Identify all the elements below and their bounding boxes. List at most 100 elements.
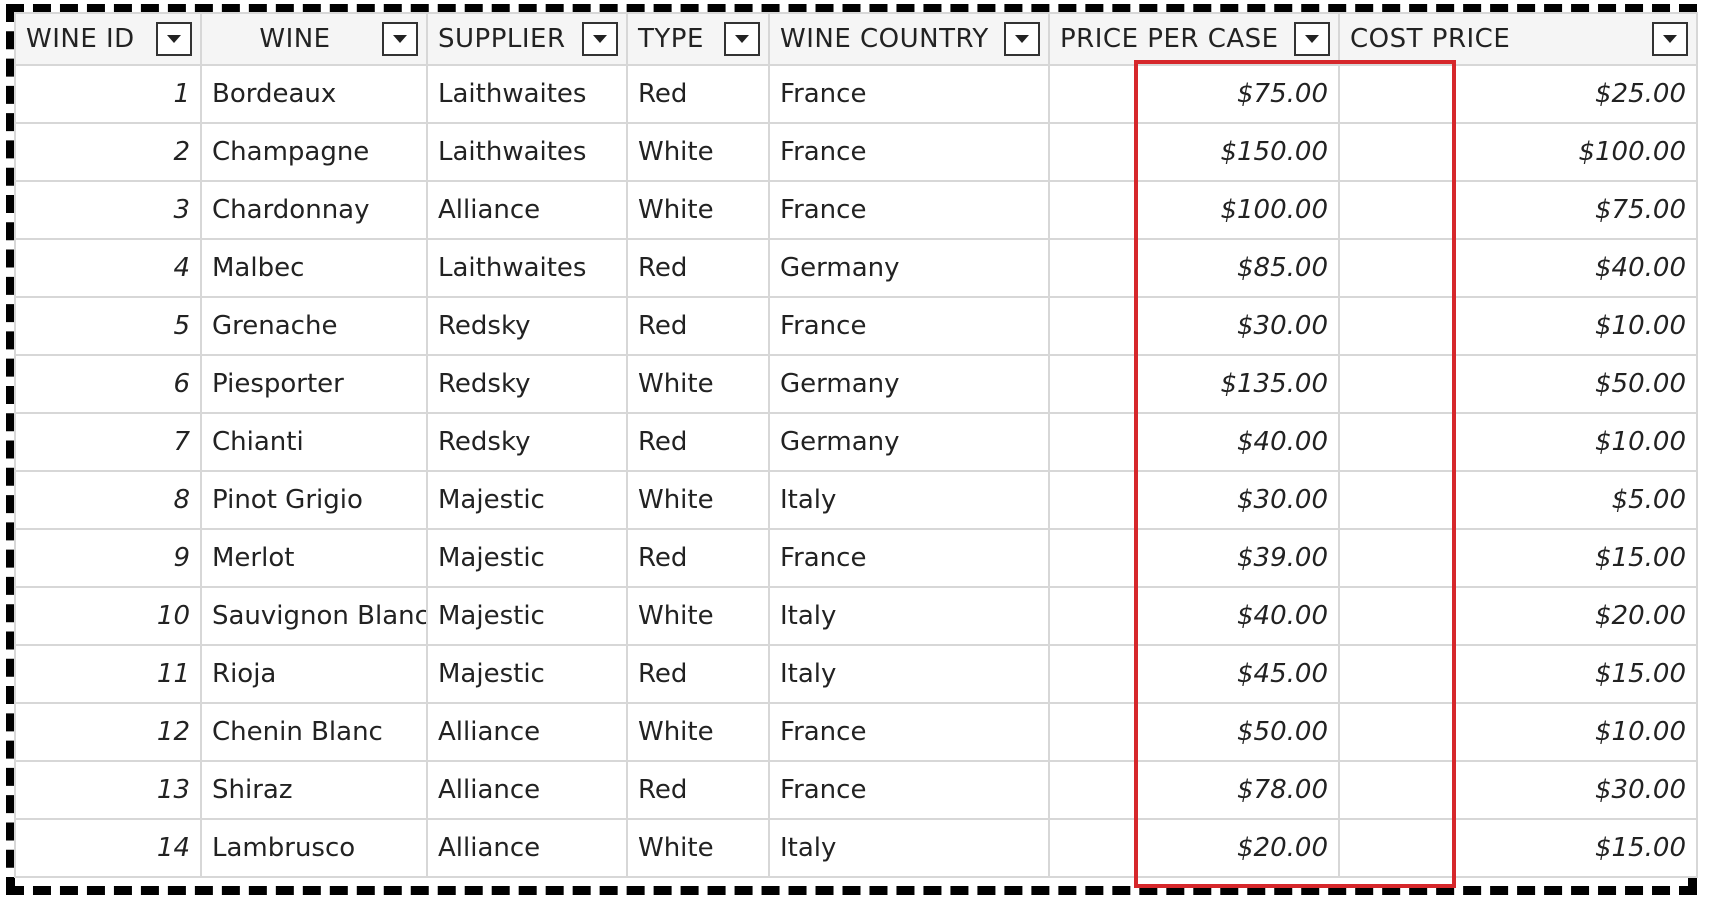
- cell-cost-price[interactable]: $20.00: [1338, 586, 1698, 646]
- cell-supplier[interactable]: Laithwaites: [426, 238, 628, 298]
- cell-wine-id[interactable]: 9: [14, 528, 202, 588]
- cell-price-per-case[interactable]: $30.00: [1048, 470, 1340, 530]
- filter-dropdown-button[interactable]: [1652, 22, 1688, 56]
- cell-wine-id[interactable]: 13: [14, 760, 202, 820]
- cell-wine[interactable]: Rioja: [200, 644, 428, 704]
- cell-cost-price[interactable]: $15.00: [1338, 528, 1698, 588]
- cell-wine-id[interactable]: 5: [14, 296, 202, 356]
- cell-cost-price[interactable]: $75.00: [1338, 180, 1698, 240]
- cell-wine-country[interactable]: France: [768, 122, 1050, 182]
- filter-dropdown-button[interactable]: [1004, 22, 1040, 56]
- cell-wine-country[interactable]: France: [768, 180, 1050, 240]
- cell-wine-id[interactable]: 14: [14, 818, 202, 878]
- cell-type[interactable]: Red: [626, 644, 770, 704]
- cell-supplier[interactable]: Redsky: [426, 412, 628, 472]
- cell-wine-country[interactable]: Italy: [768, 644, 1050, 704]
- cell-wine[interactable]: Bordeaux: [200, 64, 428, 124]
- cell-cost-price[interactable]: $15.00: [1338, 644, 1698, 704]
- cell-type[interactable]: Red: [626, 296, 770, 356]
- filter-dropdown-button[interactable]: [724, 22, 760, 56]
- cell-supplier[interactable]: Alliance: [426, 818, 628, 878]
- cell-wine-country[interactable]: France: [768, 760, 1050, 820]
- cell-type[interactable]: White: [626, 354, 770, 414]
- cell-wine[interactable]: Chardonnay: [200, 180, 428, 240]
- cell-wine[interactable]: Champagne: [200, 122, 428, 182]
- filter-dropdown-button[interactable]: [582, 22, 618, 56]
- cell-cost-price[interactable]: $5.00: [1338, 470, 1698, 530]
- cell-wine-country[interactable]: Germany: [768, 238, 1050, 298]
- cell-wine-id[interactable]: 6: [14, 354, 202, 414]
- cell-wine-country[interactable]: Germany: [768, 354, 1050, 414]
- cell-price-per-case[interactable]: $40.00: [1048, 586, 1340, 646]
- cell-wine-country[interactable]: Italy: [768, 470, 1050, 530]
- cell-wine-country[interactable]: France: [768, 702, 1050, 762]
- cell-wine-id[interactable]: 1: [14, 64, 202, 124]
- cell-price-per-case[interactable]: $75.00: [1048, 64, 1340, 124]
- cell-supplier[interactable]: Alliance: [426, 702, 628, 762]
- cell-wine-id[interactable]: 8: [14, 470, 202, 530]
- cell-type[interactable]: White: [626, 702, 770, 762]
- cell-wine-id[interactable]: 10: [14, 586, 202, 646]
- cell-type[interactable]: Red: [626, 528, 770, 588]
- cell-cost-price[interactable]: $10.00: [1338, 702, 1698, 762]
- cell-wine-id[interactable]: 2: [14, 122, 202, 182]
- cell-type[interactable]: Red: [626, 238, 770, 298]
- cell-type[interactable]: Red: [626, 412, 770, 472]
- cell-type[interactable]: Red: [626, 64, 770, 124]
- cell-supplier[interactable]: Majestic: [426, 586, 628, 646]
- cell-wine-id[interactable]: 12: [14, 702, 202, 762]
- filter-dropdown-button[interactable]: [382, 22, 418, 56]
- cell-wine-country[interactable]: France: [768, 64, 1050, 124]
- cell-price-per-case[interactable]: $100.00: [1048, 180, 1340, 240]
- cell-price-per-case[interactable]: $30.00: [1048, 296, 1340, 356]
- cell-price-per-case[interactable]: $20.00: [1048, 818, 1340, 878]
- cell-cost-price[interactable]: $30.00: [1338, 760, 1698, 820]
- cell-type[interactable]: White: [626, 180, 770, 240]
- cell-supplier[interactable]: Majestic: [426, 528, 628, 588]
- cell-supplier[interactable]: Laithwaites: [426, 122, 628, 182]
- cell-wine[interactable]: Chianti: [200, 412, 428, 472]
- cell-wine[interactable]: Sauvignon Blanc: [200, 586, 428, 646]
- cell-type[interactable]: White: [626, 818, 770, 878]
- cell-wine-id[interactable]: 7: [14, 412, 202, 472]
- cell-cost-price[interactable]: $50.00: [1338, 354, 1698, 414]
- cell-type[interactable]: White: [626, 470, 770, 530]
- cell-cost-price[interactable]: $15.00: [1338, 818, 1698, 878]
- cell-wine-id[interactable]: 4: [14, 238, 202, 298]
- cell-type[interactable]: White: [626, 586, 770, 646]
- cell-wine[interactable]: Pinot Grigio: [200, 470, 428, 530]
- cell-supplier[interactable]: Laithwaites: [426, 64, 628, 124]
- cell-wine[interactable]: Lambrusco: [200, 818, 428, 878]
- cell-supplier[interactable]: Redsky: [426, 296, 628, 356]
- cell-cost-price[interactable]: $25.00: [1338, 64, 1698, 124]
- cell-wine-country[interactable]: Italy: [768, 586, 1050, 646]
- cell-cost-price[interactable]: $100.00: [1338, 122, 1698, 182]
- cell-wine[interactable]: Grenache: [200, 296, 428, 356]
- cell-wine-id[interactable]: 3: [14, 180, 202, 240]
- cell-wine-country[interactable]: Germany: [768, 412, 1050, 472]
- cell-wine-country[interactable]: Italy: [768, 818, 1050, 878]
- cell-wine[interactable]: Shiraz: [200, 760, 428, 820]
- cell-cost-price[interactable]: $10.00: [1338, 412, 1698, 472]
- cell-wine-country[interactable]: France: [768, 528, 1050, 588]
- cell-supplier[interactable]: Alliance: [426, 180, 628, 240]
- cell-wine-country[interactable]: France: [768, 296, 1050, 356]
- cell-price-per-case[interactable]: $40.00: [1048, 412, 1340, 472]
- cell-price-per-case[interactable]: $150.00: [1048, 122, 1340, 182]
- cell-wine[interactable]: Malbec: [200, 238, 428, 298]
- cell-type[interactable]: White: [626, 122, 770, 182]
- cell-price-per-case[interactable]: $135.00: [1048, 354, 1340, 414]
- cell-price-per-case[interactable]: $50.00: [1048, 702, 1340, 762]
- cell-wine[interactable]: Chenin Blanc: [200, 702, 428, 762]
- cell-price-per-case[interactable]: $85.00: [1048, 238, 1340, 298]
- cell-supplier[interactable]: Redsky: [426, 354, 628, 414]
- cell-wine[interactable]: Piesporter: [200, 354, 428, 414]
- cell-cost-price[interactable]: $10.00: [1338, 296, 1698, 356]
- cell-type[interactable]: Red: [626, 760, 770, 820]
- cell-supplier[interactable]: Majestic: [426, 470, 628, 530]
- cell-supplier[interactable]: Majestic: [426, 644, 628, 704]
- cell-wine-id[interactable]: 11: [14, 644, 202, 704]
- filter-dropdown-button[interactable]: [156, 22, 192, 56]
- cell-wine[interactable]: Merlot: [200, 528, 428, 588]
- cell-price-per-case[interactable]: $39.00: [1048, 528, 1340, 588]
